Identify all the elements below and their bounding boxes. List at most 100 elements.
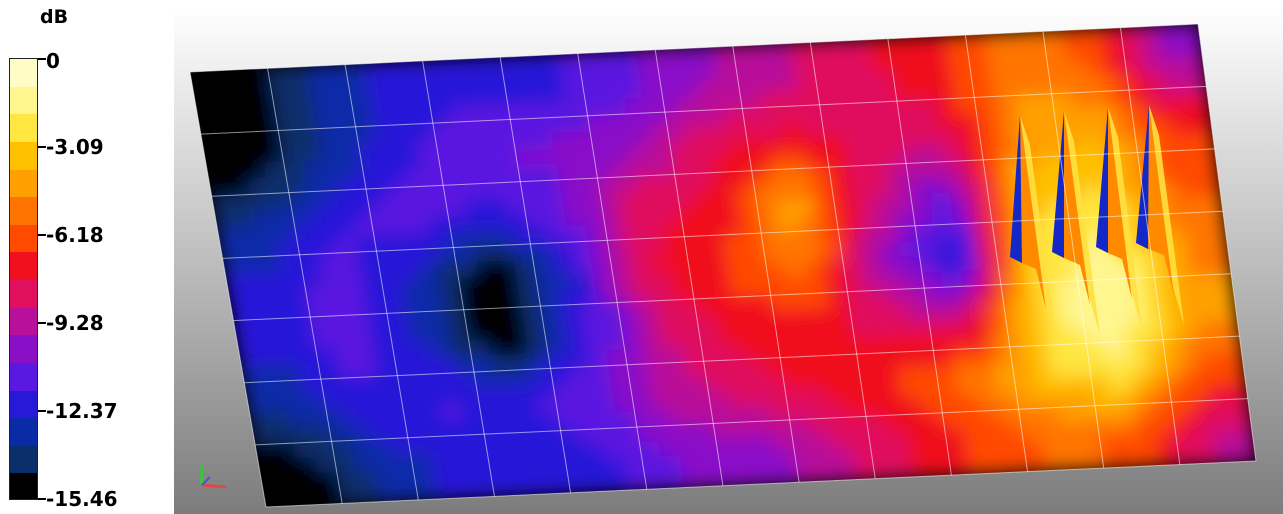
heatmap-cell <box>554 272 577 291</box>
heatmap-cell <box>953 222 976 240</box>
heatmap-cell <box>1007 330 1030 348</box>
heatmap-cell <box>1141 41 1164 59</box>
heatmap-cell <box>799 229 822 248</box>
heatmap-cell <box>641 456 664 475</box>
heatmap-cell <box>715 61 738 79</box>
heatmap-cell <box>595 286 618 304</box>
heatmap-cell <box>345 298 369 316</box>
heatmap-cell <box>712 422 736 440</box>
heatmap-cell <box>514 149 538 167</box>
heatmap-cell <box>786 403 810 421</box>
heatmap-cell <box>1180 39 1203 57</box>
heatmap-cell <box>886 163 909 181</box>
grid-line <box>344 64 419 501</box>
heatmap-cell <box>260 365 283 383</box>
heatmap-cell <box>400 280 424 298</box>
heatmap-cell <box>722 359 745 377</box>
heatmap-cell <box>1219 335 1242 353</box>
heatmap-cell <box>374 469 397 487</box>
heatmap-cell <box>1003 440 1026 458</box>
heatmap-cell <box>535 273 558 291</box>
3d-viewport[interactable] <box>174 7 1283 514</box>
heatmap-cell <box>231 84 254 102</box>
heatmap-cell <box>868 305 891 323</box>
heatmap-cell <box>314 456 338 474</box>
heatmap-cell <box>765 137 789 155</box>
heatmap-cell <box>834 463 857 481</box>
heatmap-cell <box>357 141 381 159</box>
heatmap-cell <box>671 283 695 301</box>
heatmap-cell <box>576 412 600 431</box>
heatmap-cell <box>945 301 968 319</box>
heatmap-cell <box>550 367 573 385</box>
heatmap-cell <box>847 164 871 183</box>
heatmap-cell <box>462 183 485 201</box>
heatmap-cell <box>826 150 849 168</box>
heatmap-cell <box>418 153 441 172</box>
heatmap-cell <box>920 396 943 415</box>
heatmap-cell <box>868 38 891 56</box>
legend-tick <box>38 498 46 500</box>
heatmap-cell <box>522 195 545 214</box>
heatmap-cell <box>431 466 455 484</box>
heatmap-cell <box>406 201 430 219</box>
heatmap-cell <box>645 111 668 129</box>
heatmap-cell <box>666 126 690 144</box>
heatmap-cell <box>1124 340 1147 358</box>
heatmap-cell <box>791 434 814 452</box>
heatmap-cell <box>929 459 952 477</box>
heatmap-cell <box>505 447 528 465</box>
heatmap-cell <box>928 318 951 336</box>
heatmap-cell <box>1181 337 1204 355</box>
heatmap-cell <box>640 206 663 224</box>
heatmap-cell <box>1158 24 1182 42</box>
heatmap-cell <box>916 240 940 258</box>
heatmap-cell <box>298 472 321 491</box>
heatmap-cell <box>307 300 330 318</box>
heatmap-cell <box>384 186 408 204</box>
heatmap-cell <box>720 92 743 110</box>
heatmap-cell <box>777 466 800 484</box>
heatmap-cell <box>1005 47 1029 65</box>
heatmap-cell <box>784 262 808 280</box>
heatmap-cell <box>657 315 680 333</box>
heatmap-cell <box>280 144 304 162</box>
heatmap-cell <box>412 467 436 485</box>
heatmap-cell <box>249 412 272 430</box>
heatmap-cell <box>823 260 846 278</box>
heatmap-cell <box>870 446 893 464</box>
heatmap-cell <box>698 328 721 347</box>
heatmap-cell <box>219 131 243 150</box>
heatmap-cell <box>383 296 407 314</box>
heatmap-cell <box>1035 391 1058 409</box>
heatmap-cell <box>741 107 765 125</box>
heatmap-cell <box>605 474 629 492</box>
heatmap-cell <box>929 192 952 210</box>
heatmap-cell <box>1102 325 1125 343</box>
heatmap-cell <box>343 173 367 191</box>
heatmap-cell <box>403 295 426 313</box>
heatmap-cell <box>1021 297 1045 316</box>
heatmap-cell <box>358 376 382 394</box>
heatmap-cell <box>771 43 794 61</box>
heatmap-cell <box>988 330 1011 349</box>
heatmap-cell <box>1023 31 1046 49</box>
heatmap-cell <box>991 220 1014 239</box>
heatmap-cell <box>1081 169 1104 187</box>
heatmap-cell <box>625 112 649 130</box>
heatmap-cell <box>250 83 274 101</box>
heatmap-cell <box>1147 370 1170 388</box>
heatmap-cell <box>467 214 490 232</box>
heatmap-cell <box>488 228 512 247</box>
heatmap-cell <box>1139 308 1162 326</box>
legend-tick <box>38 410 46 413</box>
heatmap-cell <box>508 228 531 246</box>
heatmap-cell <box>851 447 874 465</box>
heatmap-cell <box>527 227 550 245</box>
heatmap-cell <box>647 127 671 145</box>
legend-tick-label: -12.37 <box>46 399 118 424</box>
heatmap-cell <box>383 406 406 424</box>
heatmap-cell <box>415 483 438 501</box>
heatmap-cell <box>927 176 950 195</box>
heatmap-cell <box>549 241 572 259</box>
